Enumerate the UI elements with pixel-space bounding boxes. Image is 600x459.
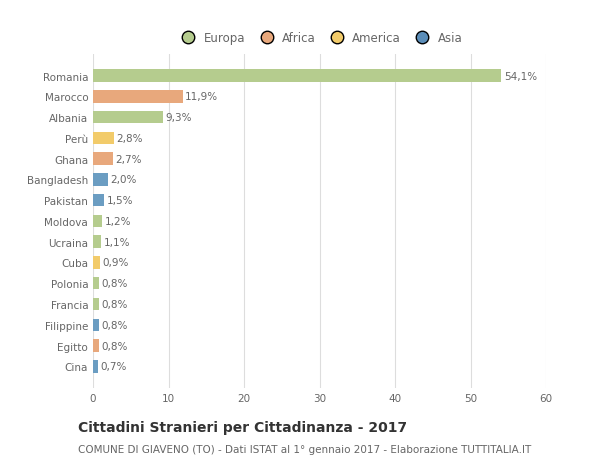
Text: COMUNE DI GIAVENO (TO) - Dati ISTAT al 1° gennaio 2017 - Elaborazione TUTTITALIA: COMUNE DI GIAVENO (TO) - Dati ISTAT al 1… [78, 444, 531, 454]
Bar [93, 277, 99, 290]
Bar [93, 236, 101, 248]
Text: 2,8%: 2,8% [116, 134, 143, 144]
Text: 0,8%: 0,8% [101, 279, 128, 289]
Text: 0,8%: 0,8% [101, 299, 128, 309]
Text: 0,7%: 0,7% [101, 362, 127, 371]
Text: 0,9%: 0,9% [102, 258, 128, 268]
Bar [93, 112, 163, 124]
Bar [93, 257, 100, 269]
Bar [93, 132, 114, 145]
Text: 1,2%: 1,2% [104, 217, 131, 226]
Text: 2,0%: 2,0% [110, 175, 137, 185]
Bar [93, 215, 102, 228]
Bar [93, 91, 183, 103]
Text: 1,1%: 1,1% [104, 237, 130, 247]
Text: Cittadini Stranieri per Cittadinanza - 2017: Cittadini Stranieri per Cittadinanza - 2… [78, 420, 407, 434]
Text: 1,5%: 1,5% [107, 196, 133, 206]
Text: 0,8%: 0,8% [101, 320, 128, 330]
Bar [93, 360, 98, 373]
Text: 9,3%: 9,3% [166, 113, 192, 123]
Bar [93, 340, 99, 352]
Bar [93, 195, 104, 207]
Bar [93, 153, 113, 166]
Text: 54,1%: 54,1% [504, 72, 537, 81]
Bar [93, 174, 108, 186]
Text: 2,7%: 2,7% [116, 154, 142, 164]
Text: 11,9%: 11,9% [185, 92, 218, 102]
Bar [93, 319, 99, 331]
Bar [93, 70, 502, 83]
Bar [93, 298, 99, 311]
Text: 0,8%: 0,8% [101, 341, 128, 351]
Legend: Europa, Africa, America, Asia: Europa, Africa, America, Asia [172, 28, 467, 50]
